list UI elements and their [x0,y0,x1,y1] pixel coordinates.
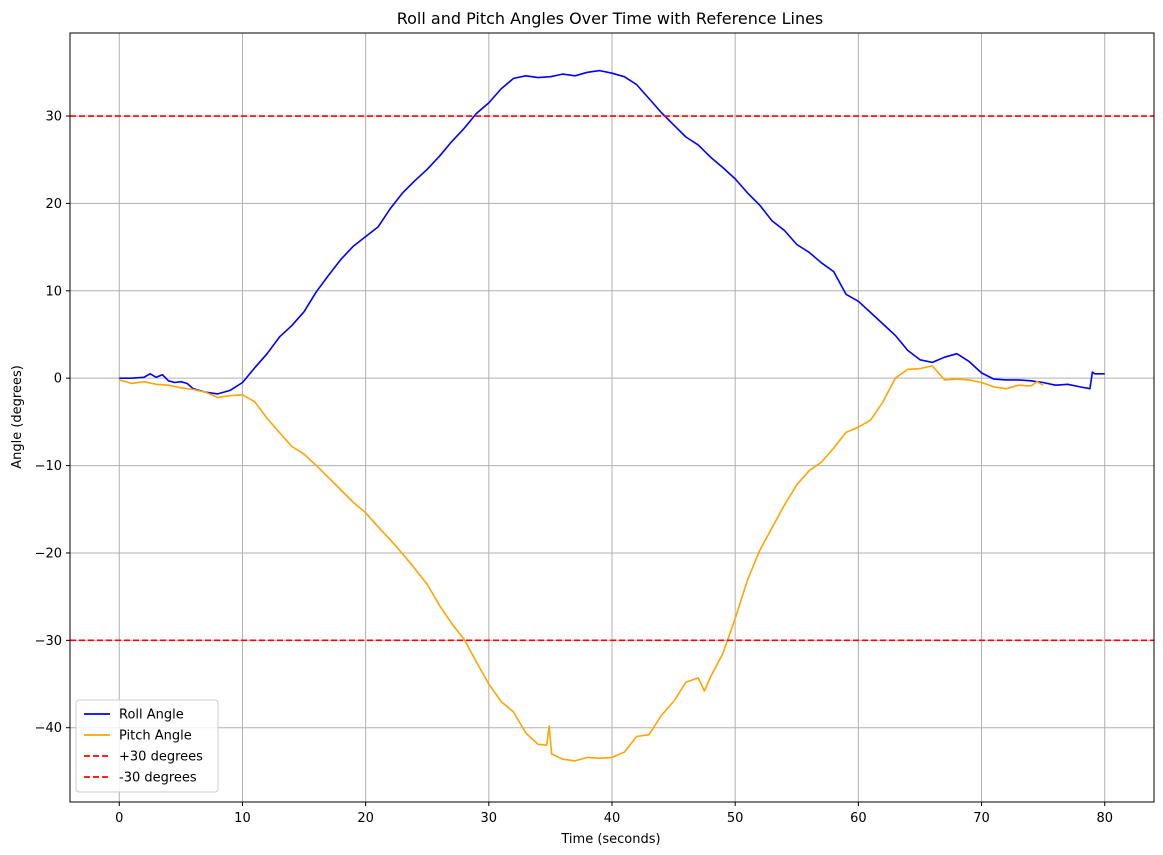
y-tick-label: −30 [35,634,62,649]
y-tick-label: 30 [45,110,62,125]
x-tick-label: 40 [604,811,621,826]
x-tick-label: 70 [973,811,990,826]
legend: Roll Angle Pitch Angle +30 degrees -30 degr… [75,699,219,793]
legend-box [75,699,219,793]
y-tick-label: −20 [35,546,62,561]
x-tick-label: 10 [234,811,251,826]
x-tick-label: 0 [115,811,123,826]
x-tick-label: 60 [850,811,867,826]
x-tick-label: 80 [1096,811,1113,826]
x-tick-label: 50 [727,811,744,826]
ticks: 0 10 20 30 40 50 60 70 80 −40 −30 −20 −10 0 10 20 30 [35,110,1113,826]
y-axis-label: Angle (degrees) [10,365,25,469]
y-tick-label: −10 [35,459,62,474]
x-tick-label: 20 [357,811,374,826]
x-tick-label: 30 [481,811,498,826]
legend-label: Roll Angle [119,708,184,723]
plot-area [70,69,1154,762]
y-tick-label: 0 [54,372,62,387]
chart-title: Roll and Pitch Angles Over Time with Ref… [397,9,824,28]
y-tick-label: 20 [45,197,62,212]
x-axis-label: Time (seconds) [560,832,660,847]
series-line-1 [119,365,1044,762]
y-tick-label: 10 [45,284,62,299]
legend-label: +30 degrees [119,750,203,765]
series-line-0 [119,69,1105,395]
legend-label: -30 degrees [119,771,197,786]
legend-label: Pitch Angle [119,729,192,744]
y-tick-label: −40 [35,721,62,736]
